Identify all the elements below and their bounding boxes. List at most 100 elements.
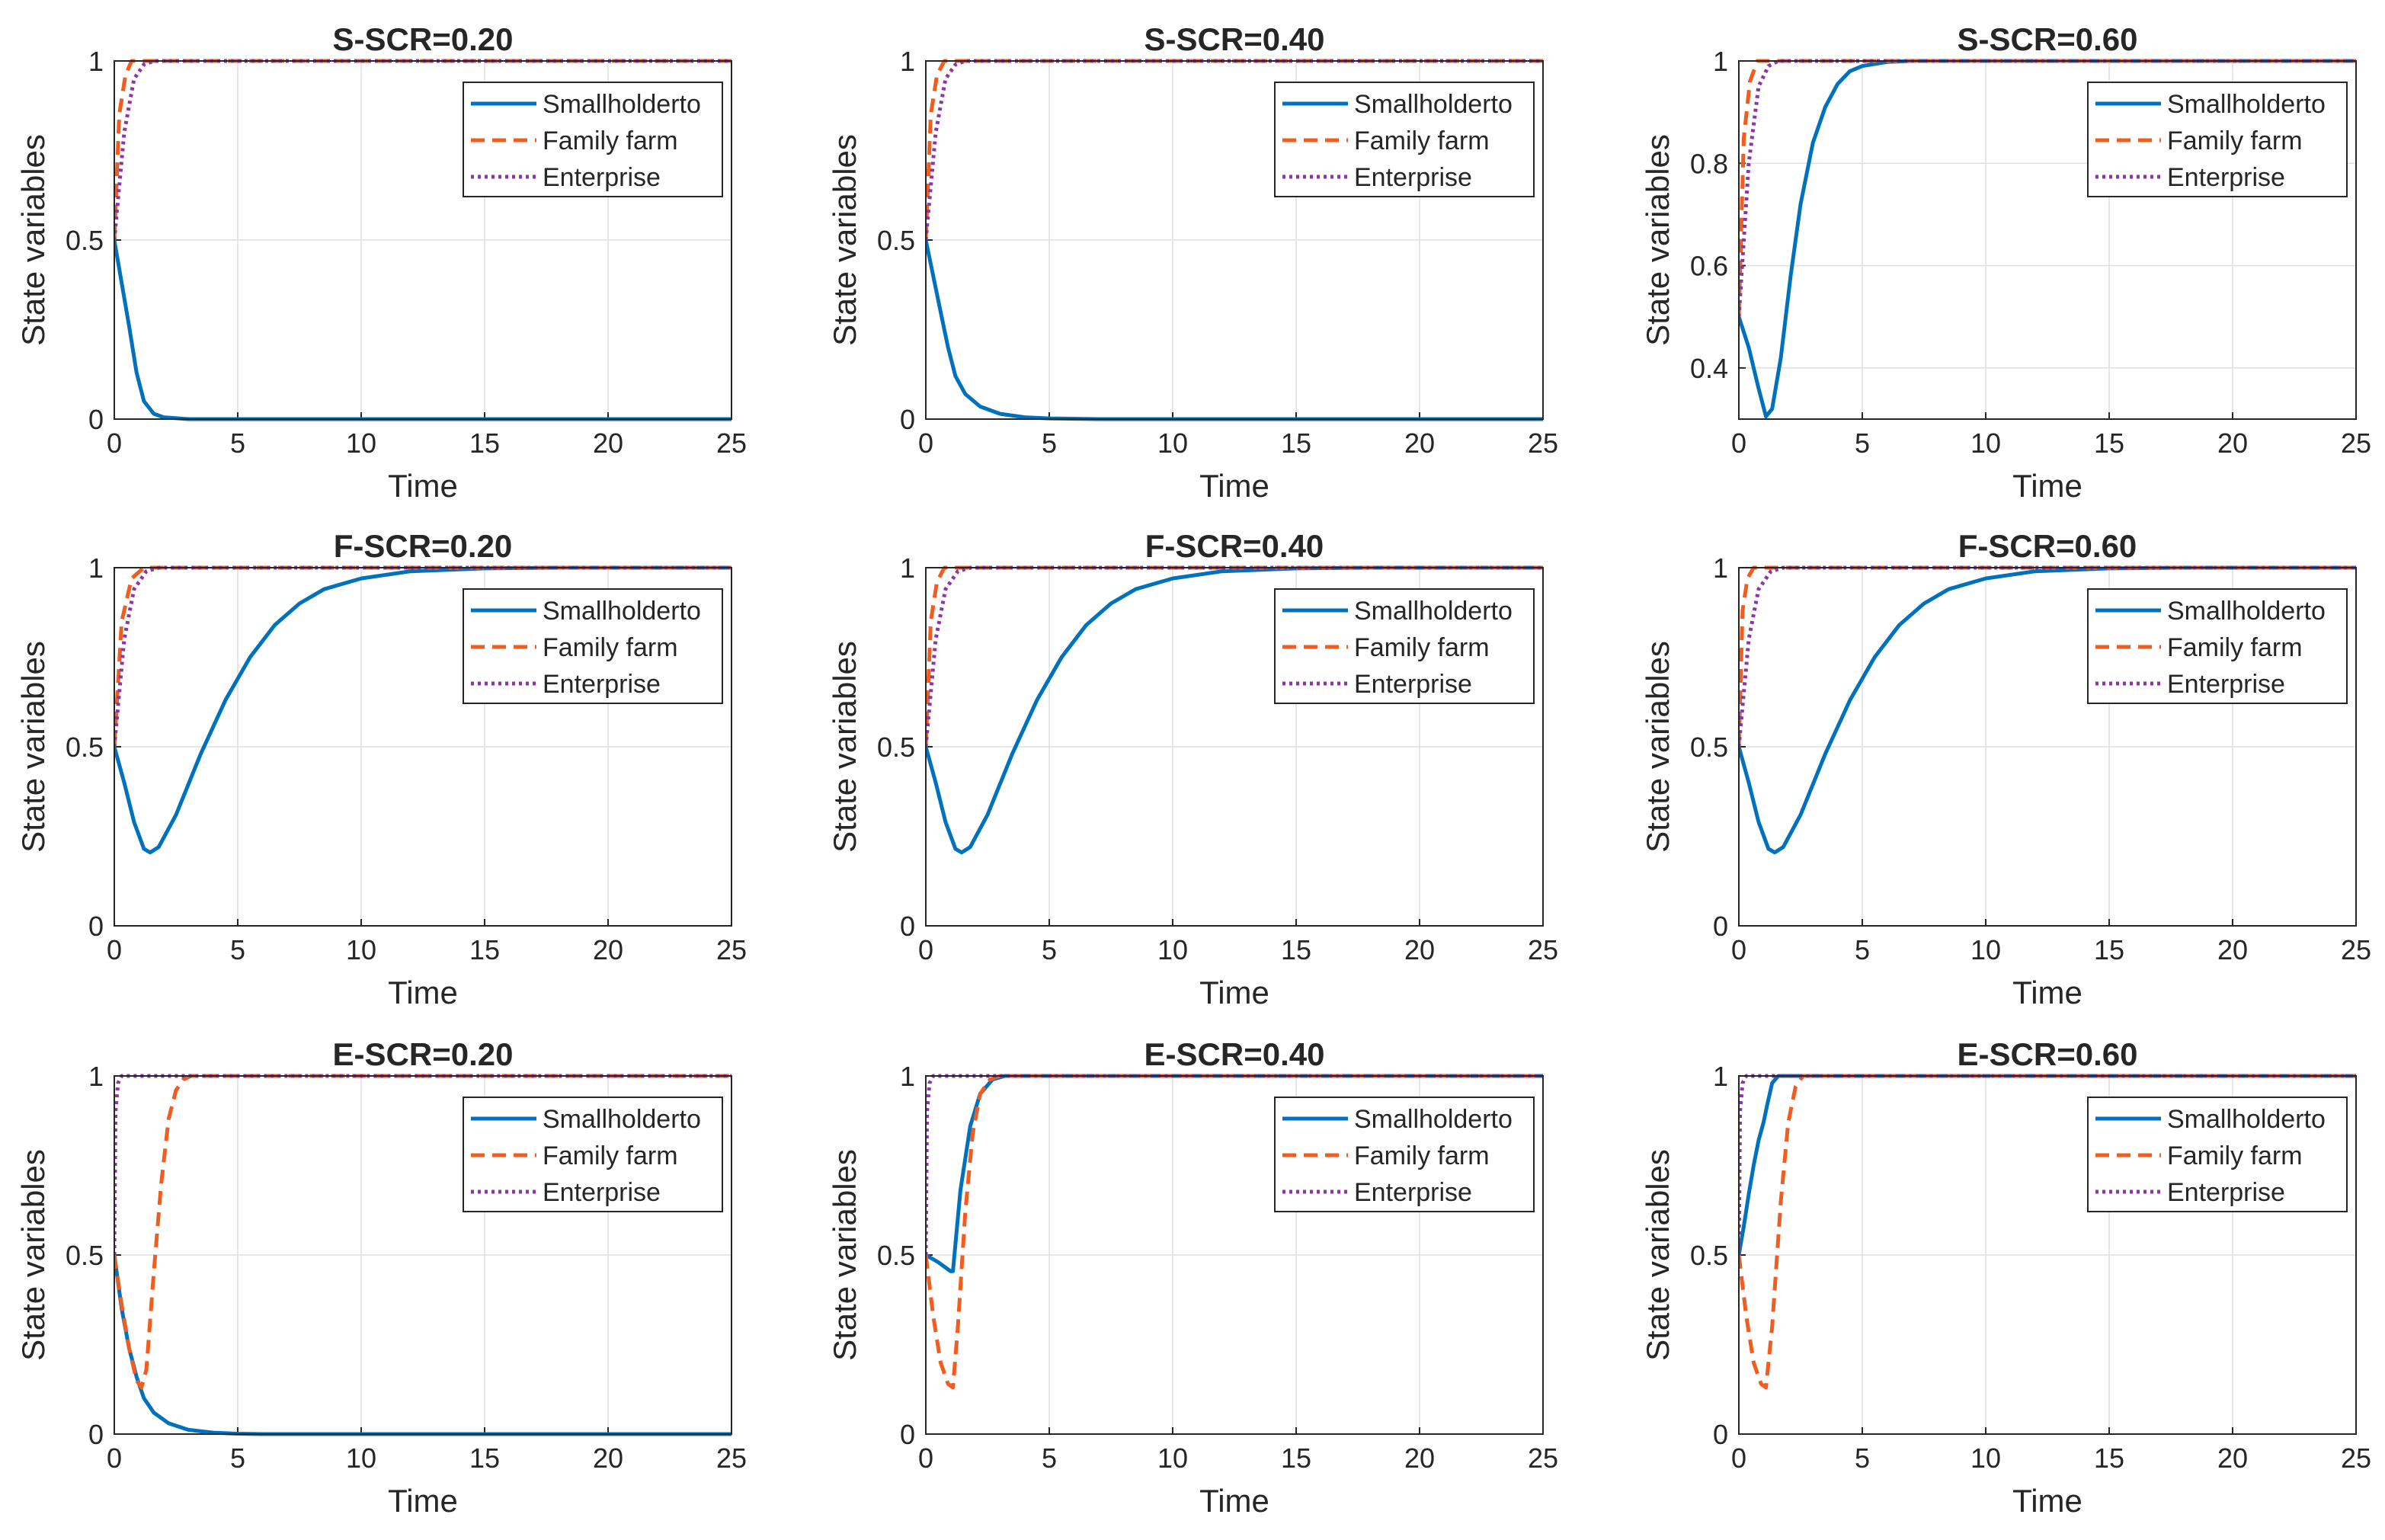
y-tick-label: 0.8 xyxy=(1690,148,1728,179)
subplot-2: 0 5 10 15 20 25 0 0.5 1 S-SCR=0.40 Time State varia… xyxy=(827,21,1558,504)
legend: Smallholderto Family farm Enterprise xyxy=(463,1097,723,1212)
x-tick-label: 20 xyxy=(593,427,623,459)
x-tick-label: 25 xyxy=(716,427,747,459)
legend: Smallholderto Family farm Enterprise xyxy=(463,82,723,197)
series-line-family-farm xyxy=(114,1074,732,1390)
legend-entry-label: Family farm xyxy=(1354,1141,1490,1170)
legend-entry-label: Smallholderto xyxy=(543,1105,701,1134)
legend-entry-label: Family farm xyxy=(2167,1141,2303,1170)
y-tick-label: 1 xyxy=(900,552,915,584)
x-tick-label: 5 xyxy=(1042,934,1057,965)
x-axis-label: Time xyxy=(388,975,458,1010)
axes-border xyxy=(925,1075,1544,1435)
legend-entry-label: Smallholderto xyxy=(1354,597,1513,626)
x-tick-label: 20 xyxy=(1404,1442,1435,1474)
legend-entry-label: Family farm xyxy=(543,1141,678,1170)
y-tick-label: 0 xyxy=(900,404,915,435)
x-axis-label: Time xyxy=(2012,1483,2082,1519)
series-line-enterprise xyxy=(1739,1074,2356,1256)
x-tick-label: 0 xyxy=(918,1442,933,1474)
x-axis-label: Time xyxy=(1199,1483,1269,1519)
x-tick-label: 15 xyxy=(469,1442,500,1474)
series-line-smallholderto xyxy=(926,565,1543,855)
x-tick-label: 10 xyxy=(1970,427,2001,459)
legend-entry-label: Enterprise xyxy=(2167,163,2285,192)
subplot-title: F-SCR=0.20 xyxy=(334,528,513,564)
axes-border xyxy=(925,567,1544,927)
x-axis-label: Time xyxy=(2012,975,2082,1010)
series-line-smallholderto xyxy=(1739,59,2356,419)
y-tick-label: 0 xyxy=(900,911,915,942)
legend-entry-label: Family farm xyxy=(543,633,678,662)
legend-entry-label: Family farm xyxy=(1354,633,1490,662)
axes-border xyxy=(1738,567,2357,927)
x-tick-label: 25 xyxy=(716,934,747,965)
subplot-6: 0 5 10 15 20 25 0 0.5 1 F-SCR=0.60 Time State varia… xyxy=(1640,528,2371,1010)
subplot-title: F-SCR=0.60 xyxy=(1958,528,2137,564)
x-tick-label: 25 xyxy=(1528,934,1558,965)
y-axis-label: State variables xyxy=(15,641,51,853)
subplot-8: 0 5 10 15 20 25 0 0.5 1 E-SCR=0.40 Time State varia… xyxy=(827,1036,1558,1519)
x-tick-label: 5 xyxy=(1042,427,1057,459)
y-tick-label: 0 xyxy=(1713,1419,1728,1450)
x-tick-label: 5 xyxy=(1855,427,1870,459)
x-tick-label: 0 xyxy=(107,934,122,965)
subplot-title: F-SCR=0.40 xyxy=(1145,528,1324,564)
axes-border xyxy=(114,567,732,927)
subplot-1: 0 5 10 15 20 25 0 0.5 1 S-SCR=0.20 Time State varia… xyxy=(15,21,747,504)
axes-border xyxy=(1738,1075,2357,1435)
y-tick-label: 0.5 xyxy=(877,225,915,256)
x-tick-label: 15 xyxy=(2094,934,2124,965)
x-tick-label: 10 xyxy=(346,1442,376,1474)
y-tick-label: 0 xyxy=(88,1419,104,1450)
y-tick-label: 1 xyxy=(1713,46,1728,77)
legend: Smallholderto Family farm Enterprise xyxy=(1274,588,1535,704)
x-tick-label: 5 xyxy=(1042,1442,1057,1474)
y-axis-label: State variables xyxy=(15,134,51,346)
x-tick-label: 5 xyxy=(1855,934,1870,965)
x-tick-label: 25 xyxy=(2341,1442,2371,1474)
legend-entry-label: Smallholderto xyxy=(1354,1105,1513,1134)
legend-entry-label: Family farm xyxy=(1354,126,1490,155)
y-tick-label: 0.5 xyxy=(66,225,104,256)
series-line-family-farm xyxy=(926,1074,1543,1390)
series-line-enterprise xyxy=(114,1074,732,1256)
legend-entry-label: Enterprise xyxy=(543,163,661,192)
y-tick-label: 1 xyxy=(88,552,104,584)
y-tick-label: 0.5 xyxy=(1690,1240,1728,1271)
series-line-enterprise xyxy=(1739,59,2356,317)
x-tick-label: 10 xyxy=(346,427,376,459)
x-tick-label: 10 xyxy=(1157,427,1188,459)
y-tick-label: 0.5 xyxy=(877,1240,915,1271)
x-tick-label: 5 xyxy=(230,427,245,459)
legend-entry-label: Smallholderto xyxy=(543,90,701,119)
x-tick-label: 5 xyxy=(1855,1442,1870,1474)
y-tick-label: 0.5 xyxy=(877,732,915,763)
y-axis-label: State variables xyxy=(15,1149,51,1361)
legend-entry-label: Smallholderto xyxy=(2167,90,2326,119)
legend: Smallholderto Family farm Enterprise xyxy=(1274,1097,1535,1212)
y-tick-label: 1 xyxy=(88,1061,104,1092)
legend-entry-label: Enterprise xyxy=(543,1178,661,1207)
subplot-9: 0 5 10 15 20 25 0 0.5 1 E-SCR=0.60 Time State varia… xyxy=(1640,1036,2371,1519)
x-tick-label: 20 xyxy=(2217,1442,2248,1474)
x-tick-label: 15 xyxy=(1281,1442,1311,1474)
legend-entry-label: Family farm xyxy=(2167,633,2303,662)
axes-border xyxy=(114,1075,732,1435)
series-line-enterprise xyxy=(926,1074,1543,1256)
axes-border xyxy=(114,60,732,420)
y-tick-label: 0.5 xyxy=(66,1240,104,1271)
y-tick-label: 0 xyxy=(88,404,104,435)
legend-entry-label: Smallholderto xyxy=(543,597,701,626)
x-tick-label: 5 xyxy=(230,934,245,965)
y-tick-label: 1 xyxy=(900,46,915,77)
x-tick-label: 25 xyxy=(1528,427,1558,459)
y-tick-label: 0.6 xyxy=(1690,251,1728,282)
legend-entry-label: Family farm xyxy=(543,126,678,155)
x-tick-label: 0 xyxy=(107,1442,122,1474)
y-tick-label: 1 xyxy=(900,1061,915,1092)
legend-entry-label: Enterprise xyxy=(1354,163,1472,192)
subplot-7: 0 5 10 15 20 25 0 0.5 1 E-SCR=0.20 Time State varia… xyxy=(15,1036,747,1519)
x-tick-label: 10 xyxy=(1970,1442,2001,1474)
